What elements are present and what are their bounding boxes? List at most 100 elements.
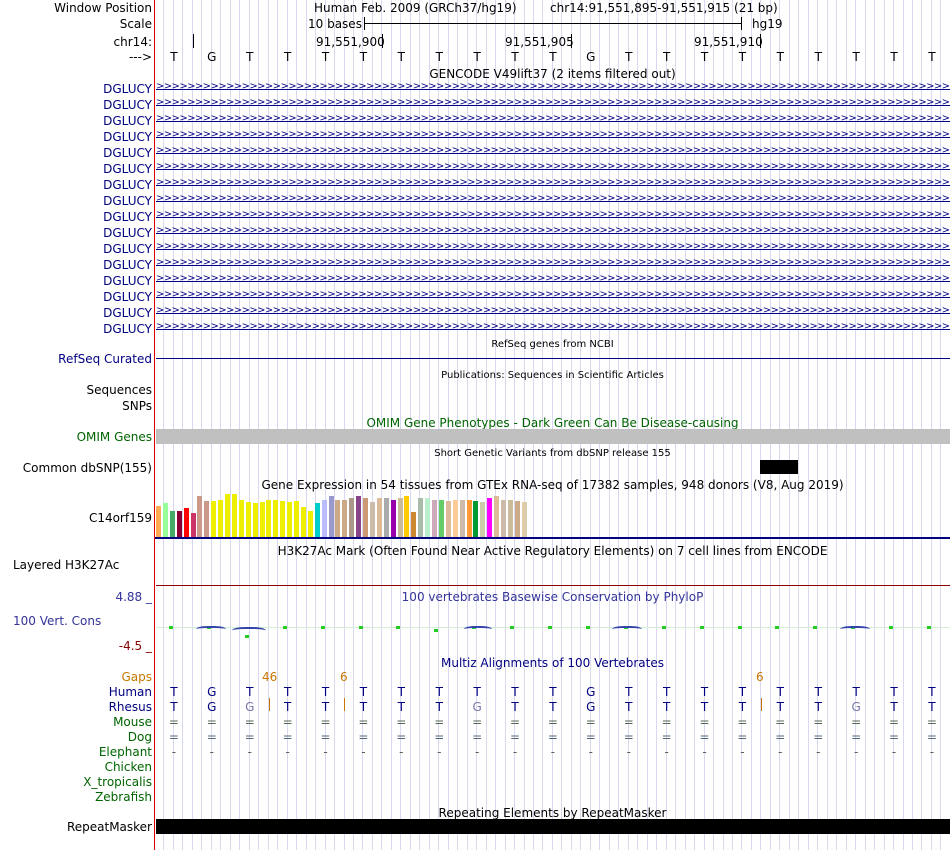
gtex-tissue-bar[interactable] [487, 498, 493, 537]
repeatmasker-bar[interactable] [156, 819, 950, 834]
gencode-gene-label[interactable]: DGLUCY [103, 210, 152, 224]
omim-bar[interactable] [156, 429, 950, 444]
species-dog[interactable]: Dog [127, 730, 152, 744]
gencode-title[interactable]: GENCODE V49lift37 (2 items filtered out) [429, 67, 676, 81]
gtex-tissue-bar[interactable] [480, 502, 486, 537]
species-chicken[interactable]: Chicken [104, 760, 152, 774]
gtex-tissue-bar[interactable] [307, 511, 313, 537]
gencode-transcript[interactable] [156, 313, 950, 314]
repeatmasker-title[interactable]: Repeating Elements by RepeatMasker [438, 806, 667, 820]
gtex-tissue-bar[interactable] [404, 496, 410, 537]
gtex-tissue-bar[interactable] [432, 500, 437, 537]
gtex-title[interactable]: Gene Expression in 54 tissues from GTEx … [261, 478, 844, 492]
gencode-gene-label[interactable]: DGLUCY [103, 258, 152, 272]
gtex-tissue-bar[interactable] [294, 501, 299, 537]
gtex-tissue-bar[interactable] [418, 498, 424, 537]
species-x-tropicalis[interactable]: X_tropicalis [83, 775, 152, 789]
species-rhesus[interactable]: Rhesus [108, 700, 152, 714]
gencode-transcript[interactable] [156, 89, 950, 90]
gtex-tissue-bar[interactable] [390, 500, 396, 537]
region-text[interactable]: chr14:91,551,895-91,551,915 (21 bp) [550, 1, 778, 15]
gencode-gene-label[interactable]: DGLUCY [103, 130, 152, 144]
gtex-tissue-bar[interactable] [425, 498, 431, 537]
gtex-tissue-bar[interactable] [280, 501, 286, 537]
gencode-transcript[interactable] [156, 329, 950, 330]
gencode-gene-label[interactable]: DGLUCY [103, 242, 152, 256]
gencode-transcript[interactable] [156, 137, 950, 138]
h3k27ac-title[interactable]: H3K27Ac Mark (Often Found Near Active Re… [277, 544, 828, 558]
gtex-tissue-bar[interactable] [245, 502, 251, 537]
omim-label[interactable]: OMIM Genes [76, 430, 152, 444]
gencode-transcript[interactable] [156, 121, 950, 122]
species-elephant[interactable]: Elephant [98, 745, 152, 759]
gencode-transcript[interactable] [156, 265, 950, 266]
gtex-tissue-bar[interactable] [162, 503, 168, 537]
gencode-transcript[interactable] [156, 249, 950, 250]
gencode-gene-label[interactable]: DGLUCY [103, 146, 152, 160]
gencode-transcript[interactable] [156, 233, 950, 234]
gtex-tissue-bar[interactable] [321, 500, 327, 537]
gtex-tissue-bar[interactable] [349, 498, 355, 537]
snps-label[interactable]: SNPs [122, 399, 152, 413]
gencode-gene-label[interactable]: DGLUCY [103, 178, 152, 192]
dbsnp-label[interactable]: Common dbSNP(155) [22, 461, 152, 475]
gtex-tissue-bar[interactable] [411, 512, 417, 537]
h3k27ac-label[interactable]: Layered H3K27Ac [13, 558, 120, 572]
species-mouse[interactable]: Mouse [113, 715, 152, 729]
gtex-tissue-bar[interactable] [342, 500, 348, 537]
gencode-transcript[interactable] [156, 281, 950, 282]
gtex-tissue-bar[interactable] [259, 502, 265, 537]
gtex-tissue-bar[interactable] [176, 511, 182, 537]
omim-title[interactable]: OMIM Gene Phenotypes - Dark Green Can Be… [366, 416, 739, 430]
gencode-transcript[interactable] [156, 201, 950, 202]
gtex-tissue-bar[interactable] [287, 502, 293, 537]
gtex-tissue-bar[interactable] [397, 498, 403, 537]
gencode-transcript[interactable] [156, 153, 950, 154]
gtex-tissue-bar[interactable] [445, 501, 451, 537]
gtex-tissue-bar[interactable] [197, 496, 203, 537]
gtex-tissue-bar[interactable] [452, 500, 458, 537]
gtex-tissue-bar[interactable] [183, 508, 189, 537]
species-zebrafish[interactable]: Zebrafish [95, 790, 152, 804]
gtex-tissue-bar[interactable] [494, 496, 500, 537]
gtex-tissue-bar[interactable] [383, 498, 389, 537]
phylop-label[interactable]: 100 Vert. Cons [13, 614, 102, 628]
sequences-label[interactable]: Sequences [86, 383, 152, 397]
gtex-tissue-bar[interactable] [252, 503, 258, 537]
gtex-tissue-bar[interactable] [473, 501, 479, 537]
species-human[interactable]: Human [108, 685, 152, 699]
gtex-tissue-bar[interactable] [369, 502, 375, 537]
gtex-tissue-bar[interactable] [231, 494, 237, 537]
gtex-tissue-bar[interactable] [356, 496, 362, 537]
gtex-tissue-bar[interactable] [335, 500, 341, 537]
gencode-gene-label[interactable]: DGLUCY [103, 306, 152, 320]
multiz-title[interactable]: Multiz Alignments of 100 Vertebrates [440, 656, 665, 670]
gtex-tissue-bar[interactable] [501, 500, 506, 537]
gtex-tissue-bar[interactable] [314, 503, 320, 537]
repeatmasker-label[interactable]: RepeatMasker [66, 820, 152, 834]
gtex-tissue-bar[interactable] [225, 494, 230, 537]
gtex-tissue-bar[interactable] [438, 500, 444, 537]
gtex-tissue-bar[interactable] [190, 513, 196, 537]
gtex-tissue-bar[interactable] [466, 500, 472, 537]
gtex-tissue-bar[interactable] [507, 500, 513, 537]
gtex-tissue-bar[interactable] [156, 506, 161, 537]
gencode-transcript[interactable] [156, 185, 950, 186]
gencode-gene-label[interactable]: DGLUCY [103, 194, 152, 208]
gencode-gene-label[interactable]: DGLUCY [103, 226, 152, 240]
gtex-tissue-bar[interactable] [459, 500, 465, 537]
gtex-tissue-bar[interactable] [266, 500, 272, 537]
refseq-label[interactable]: RefSeq Curated [58, 352, 152, 366]
gtex-tissue-bar[interactable] [363, 498, 368, 537]
gencode-gene-label[interactable]: DGLUCY [103, 274, 152, 288]
gencode-transcript[interactable] [156, 217, 950, 218]
gencode-transcript[interactable] [156, 105, 950, 106]
gencode-gene-label[interactable]: DGLUCY [103, 82, 152, 96]
gencode-transcript[interactable] [156, 169, 950, 170]
gtex-tissue-bar[interactable] [514, 501, 520, 537]
gencode-gene-label[interactable]: DGLUCY [103, 322, 152, 336]
gencode-gene-label[interactable]: DGLUCY [103, 162, 152, 176]
dbsnp-variant[interactable] [760, 460, 798, 474]
gtex-tissue-bar[interactable] [521, 502, 527, 537]
refseq-title[interactable]: RefSeq genes from NCBI [491, 339, 614, 350]
